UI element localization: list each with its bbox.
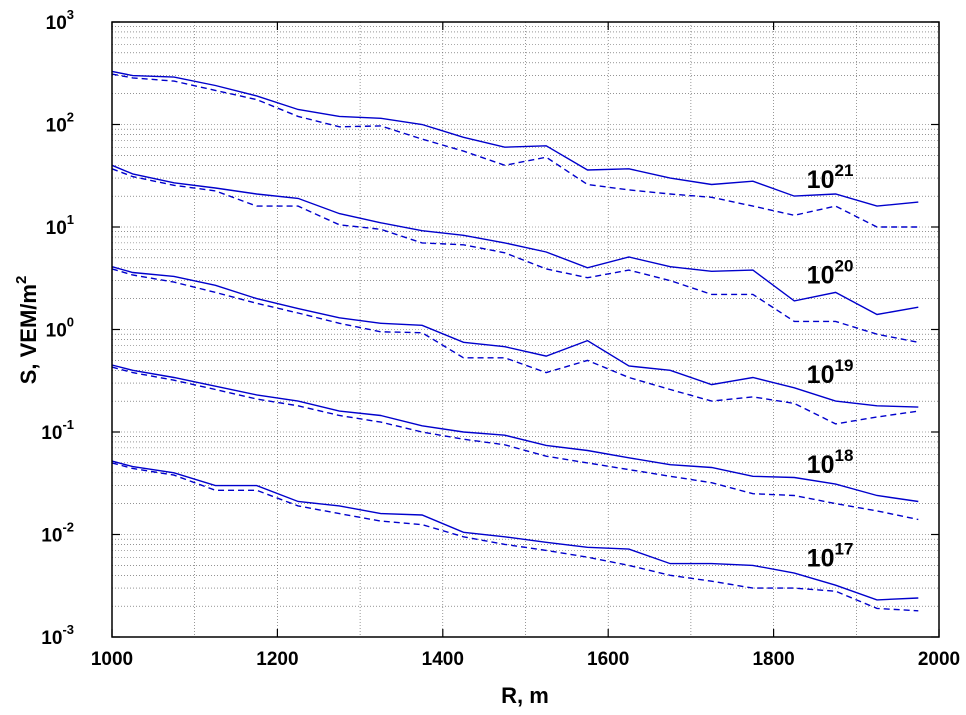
annotation-sup: 17: [834, 539, 853, 558]
annotation-label: 1021: [807, 161, 854, 194]
x-tick-label: 1200: [256, 649, 298, 670]
y-tick-label: 10-3: [41, 622, 74, 649]
y-tick-label-base: 10: [46, 13, 67, 34]
x-tick-label: 1600: [587, 649, 629, 670]
series-lines: [111, 70, 919, 612]
annotation-sup: 21: [834, 161, 853, 180]
series-line-dashed-10-19: [111, 268, 919, 425]
annotation-label: 1019: [807, 356, 854, 389]
grid: [112, 22, 939, 637]
series-line-dashed-10-21: [111, 73, 919, 228]
y-tick-label-sup: 1: [67, 212, 74, 227]
annotation-base: 10: [807, 166, 835, 194]
x-tick-label: 1000: [91, 649, 133, 670]
annotation-base: 10: [807, 361, 835, 389]
y-tick-label: 101: [46, 212, 74, 239]
series-line-solid-10-21: [111, 70, 919, 207]
series-line-solid-10-20: [111, 164, 919, 316]
y-tick-label-sup: -3: [62, 622, 74, 637]
y-axis-label-sup: 2: [13, 276, 30, 284]
series-line-solid-10-19: [111, 266, 919, 408]
y-tick-label: 102: [46, 110, 74, 137]
y-tick-label-base: 10: [41, 526, 62, 547]
x-tick-label: 1400: [422, 649, 464, 670]
y-tick-label-base: 10: [46, 218, 67, 239]
annotation-sup: 20: [834, 257, 853, 276]
annotation-base: 10: [807, 544, 835, 572]
x-tick-label: 2000: [918, 649, 960, 670]
y-tick-label-base: 10: [41, 423, 62, 444]
annotation-label: 1017: [807, 539, 854, 572]
series-line-dashed-10-18: [111, 366, 919, 521]
series-line-dashed-10-17: [111, 462, 919, 612]
annotation-base: 10: [807, 262, 835, 290]
y-tick-label-sup: 0: [67, 315, 74, 330]
annotation-sup: 19: [834, 356, 853, 375]
axis-ticks: 1000 1200 1400 1600 1800 200010-310-210-11001…: [41, 7, 960, 670]
x-axis-label: R, m: [501, 683, 549, 708]
y-tick-label: 10-1: [41, 417, 74, 444]
y-tick-label-base: 10: [41, 628, 62, 649]
annotation-label: 1018: [807, 446, 854, 479]
y-tick-label: 100: [46, 315, 74, 342]
annotation-label: 1020: [807, 257, 854, 290]
series-line-dashed-10-20: [111, 168, 919, 343]
y-tick-label-base: 10: [46, 116, 67, 137]
series-line-solid-10-17: [111, 460, 919, 601]
y-tick-label-sup: 3: [67, 7, 74, 22]
y-tick-label-base: 10: [46, 321, 67, 342]
y-tick-label: 103: [46, 7, 74, 34]
y-tick-label-sup: 2: [67, 110, 74, 125]
annotation-sup: 18: [834, 446, 853, 465]
y-axis-label: S, VEM/m2: [13, 276, 41, 385]
annotation-base: 10: [807, 451, 835, 479]
y-tick-label-sup: -1: [62, 417, 74, 432]
y-tick-label-sup: -2: [62, 520, 74, 535]
x-tick-label: 1800: [752, 649, 794, 670]
y-axis-label-base: S, VEM/m: [16, 284, 41, 384]
series-line-solid-10-18: [111, 364, 919, 503]
y-tick-label: 10-2: [41, 520, 74, 547]
